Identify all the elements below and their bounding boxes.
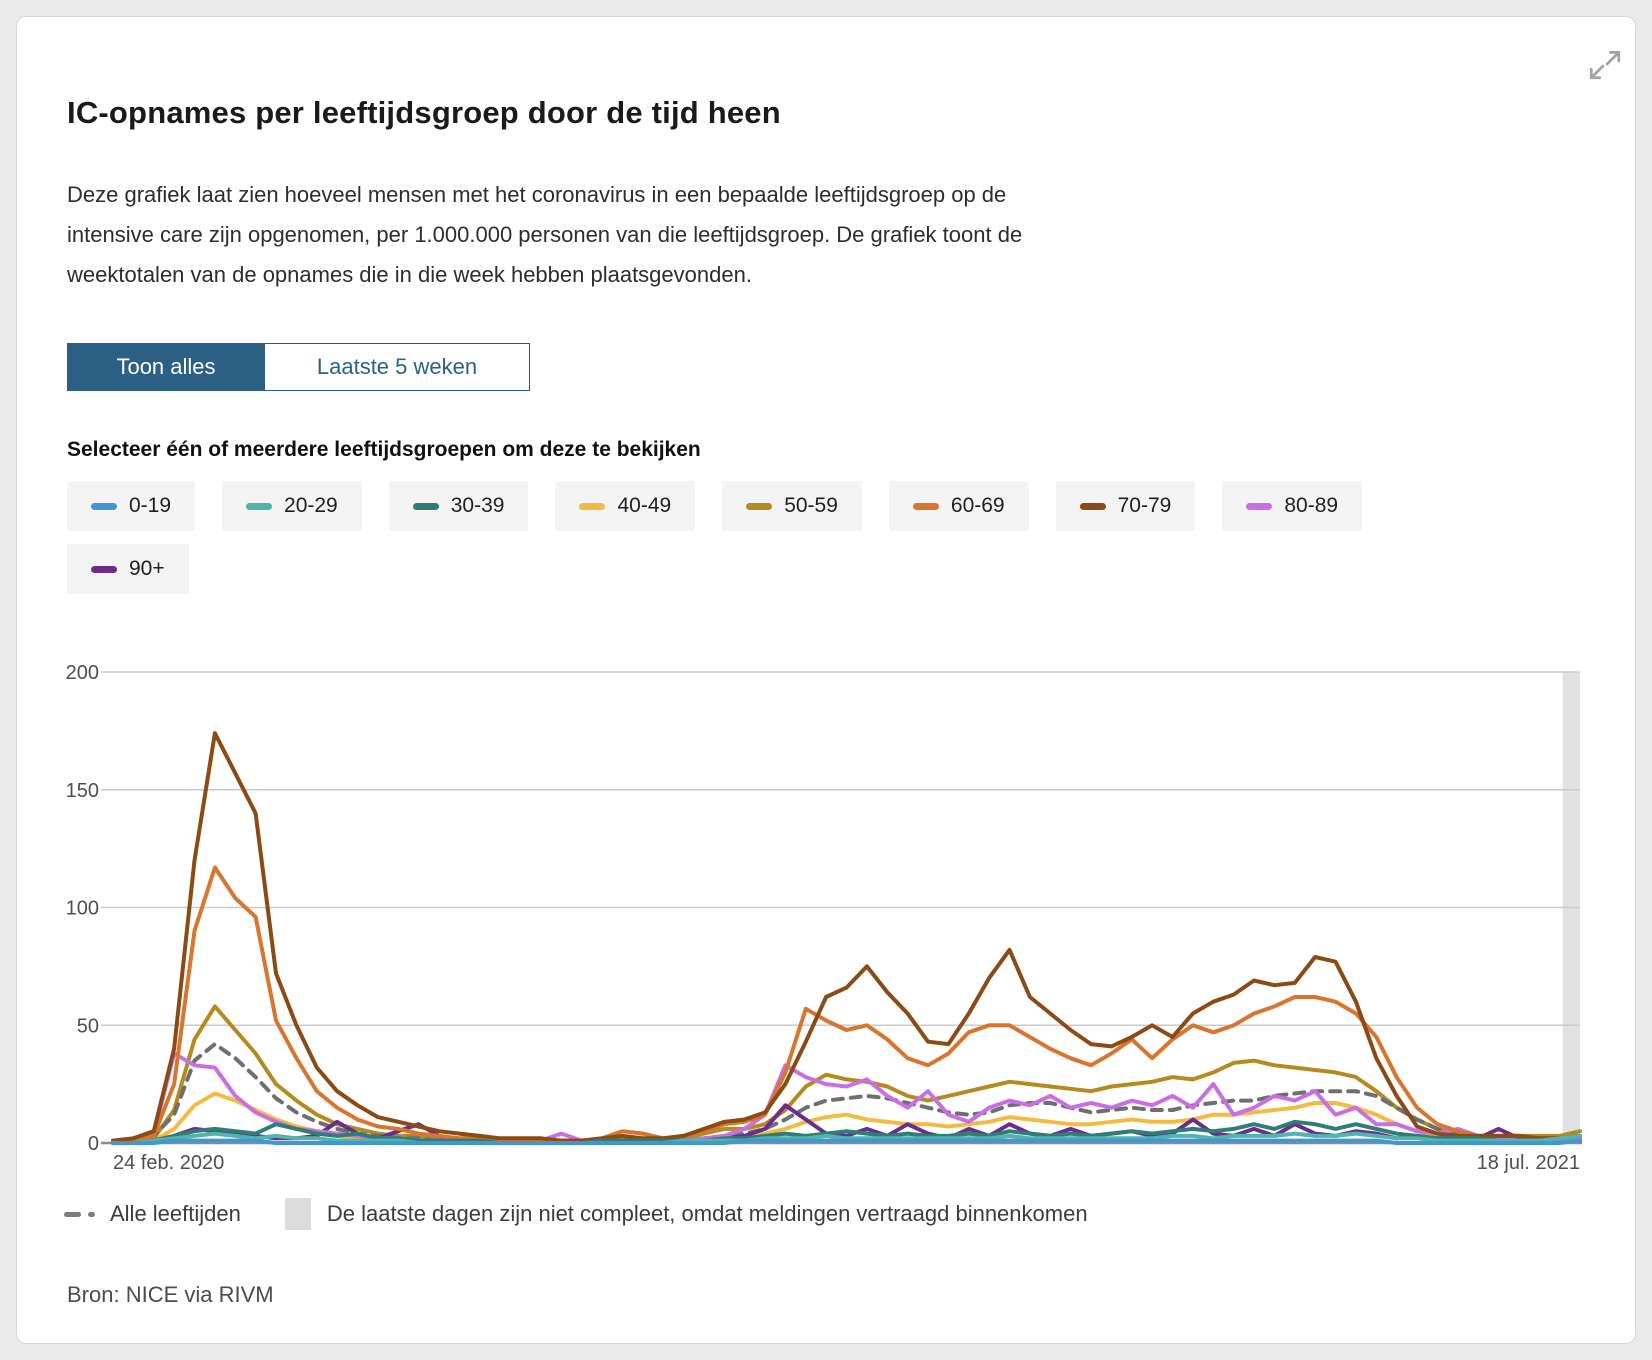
age-group-chip-label: 40-49 — [617, 494, 672, 517]
age-group-chip-30-39[interactable]: 30-39 — [388, 481, 529, 531]
age-group-chip-label: 80-89 — [1284, 494, 1339, 517]
dashed-line-icon — [64, 1211, 95, 1217]
chart-footnote-legend: Alle leeftijden De laatste dagen zijn ni… — [64, 1198, 1088, 1230]
age-group-chip-label: 20-29 — [284, 494, 338, 517]
age-group-chip-label: 60-69 — [950, 494, 1005, 517]
age-group-chip-50-59[interactable]: 50-59 — [722, 481, 862, 531]
series-color-dash-icon — [412, 502, 439, 510]
legend-item-incomplete-data: De laatste dagen zijn niet compleet, omd… — [284, 1198, 1088, 1230]
age-group-chip-0-19[interactable]: 0-19 — [67, 481, 196, 531]
page-title: IC-opnames per leeftijdsgroep door de ti… — [67, 94, 781, 130]
age-group-chip-label: 30-39 — [450, 494, 505, 517]
age-group-chip-70-79[interactable]: 70-79 — [1055, 481, 1196, 531]
legend-label-incomplete-data: De laatste dagen zijn niet compleet, omd… — [326, 1201, 1088, 1226]
toggle-last-5-weeks-button[interactable]: Laatste 5 weken — [265, 343, 530, 391]
series-color-dash-icon — [1246, 502, 1273, 510]
age-group-chip-60-69[interactable]: 60-69 — [888, 481, 1029, 531]
age-group-chips: 0-19 20-29 30-39 40-49 50-59 60-69 70-79 80-89 9… — [67, 481, 1412, 594]
x-axis-start-label: 24 feb. 2020 — [113, 1152, 225, 1174]
series-color-dash-icon — [912, 502, 939, 510]
series-color-dash-icon — [579, 502, 606, 510]
source-attribution: Bron: NICE via RIVM — [67, 1282, 274, 1307]
age-group-chip-20-29[interactable]: 20-29 — [222, 481, 362, 531]
age-group-chip-40-49[interactable]: 40-49 — [555, 481, 696, 531]
age-group-chip-label: 0-19 — [129, 494, 172, 517]
series-color-dash-icon — [91, 502, 117, 510]
expand-icon — [1589, 50, 1621, 79]
age-group-chip-label: 70-79 — [1117, 494, 1172, 517]
age-group-chip-80-89[interactable]: 80-89 — [1222, 481, 1363, 531]
range-toggle: Toon alles Laatste 5 weken — [67, 343, 530, 391]
x-axis-end-label: 18 jul. 2021 — [1476, 1152, 1580, 1174]
incomplete-band-swatch-icon — [284, 1198, 311, 1230]
expand-button[interactable] — [1583, 43, 1627, 87]
legend-item-alle-leeftijden: Alle leeftijden — [64, 1201, 241, 1227]
age-group-chip-90+[interactable]: 90+ — [67, 544, 189, 594]
series-color-dash-icon — [246, 502, 273, 510]
age-group-chip-label: 90+ — [129, 557, 165, 580]
legend-label-alle-leeftijden: Alle leeftijden — [110, 1201, 241, 1226]
series-color-dash-icon — [1079, 502, 1106, 510]
age-group-chip-label: 50-59 — [784, 494, 838, 517]
toggle-show-all-button[interactable]: Toon alles — [67, 343, 265, 391]
chart-description: Deze grafiek laat zien hoeveel mensen me… — [67, 182, 1023, 287]
series-color-dash-icon — [746, 502, 773, 510]
series-color-dash-icon — [91, 565, 117, 573]
age-group-selector-label: Selecteer één of meerdere leeftijdsgroep… — [67, 438, 701, 461]
